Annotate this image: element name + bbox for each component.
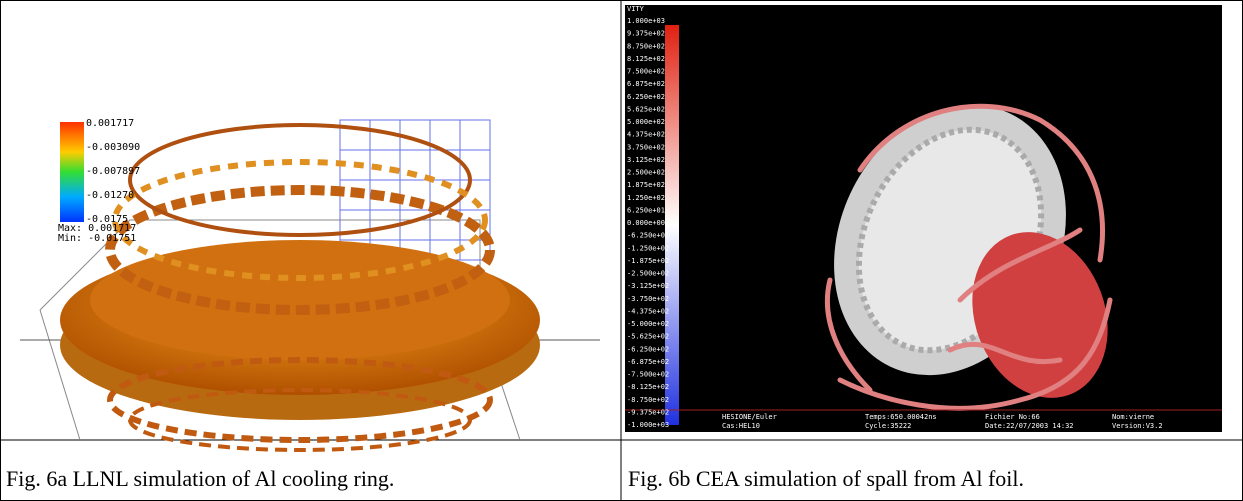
- colorbar-label: 6.250e+02: [627, 93, 665, 101]
- colorbar-label: -3.125e+02: [627, 282, 669, 290]
- colorbar-label: -7.500e+02: [627, 371, 669, 379]
- colorbar-label: 6.875e+02: [627, 80, 665, 88]
- caption-a: Fig. 6a LLNL simulation of Al cooling ri…: [6, 466, 394, 492]
- info-text: Fichier No:66: [985, 413, 1040, 421]
- info-text: Nom:vierne: [1112, 413, 1154, 421]
- colorbar-label: -6.250e+02: [627, 345, 669, 353]
- colorbar-label: -3.750e+02: [627, 295, 669, 303]
- colorbar-label: -6.875e+02: [627, 358, 669, 366]
- colorbar-label: 6.250e+01: [627, 206, 665, 214]
- colorbar-label: -8.125e+02: [627, 383, 669, 391]
- colorbar-label: 2.500e+02: [627, 169, 665, 177]
- colorbar-label: -8.750e+02: [627, 396, 669, 404]
- colorbar-label: -9.375e+02: [627, 408, 669, 416]
- info-text: Date:22/07/2003 14:32: [985, 422, 1074, 430]
- colorbar-label: -2.500e+02: [627, 270, 669, 278]
- page: 0.001717-0.003090-0.007897-0.01270-0.017…: [0, 0, 1243, 501]
- colorbar-label: 0.001717: [86, 118, 134, 129]
- info-text: HESIONE/Euler: [722, 413, 777, 421]
- colorbar-min: Min: -0.01751: [58, 233, 136, 244]
- colorbar-label: -4.375e+02: [627, 307, 669, 315]
- colorbar-label: -5.000e+02: [627, 320, 669, 328]
- colorbar-label: -5.625e+02: [627, 333, 669, 341]
- info-text: Cycle:35222: [865, 422, 911, 430]
- figure-table: 0.001717-0.003090-0.007897-0.01270-0.017…: [0, 0, 1243, 501]
- colorbar-label: -0.003090: [86, 142, 140, 153]
- colorbar-label: -6.250e+01: [627, 232, 669, 240]
- colorbar-label: 3.750e+02: [627, 143, 665, 151]
- colorbar-label: -1.875e+02: [627, 257, 669, 265]
- colorbar-label: 5.000e+02: [627, 118, 665, 126]
- info-text: Version:V3.2: [1112, 422, 1163, 430]
- colorbar-label: 0.000e+00: [627, 219, 665, 227]
- colorbar-label: -0.007897: [86, 166, 140, 177]
- info-text: Temps:650.00042ns: [865, 413, 937, 421]
- colorbar-label: 9.375e+02: [627, 30, 665, 38]
- colorbar-label: -1.250e+02: [627, 244, 669, 252]
- colorbar-label: 8.750e+02: [627, 42, 665, 50]
- info-text: Cas:HEL10: [722, 422, 760, 430]
- colorbar-label: 1.000e+03: [627, 17, 665, 25]
- variable-name: VITY: [627, 5, 645, 13]
- caption-b: Fig. 6b CEA simulation of spall from Al …: [628, 466, 1024, 492]
- colorbar-label: 7.500e+02: [627, 68, 665, 76]
- colorbar-label: -1.000e+03: [627, 421, 669, 429]
- colorbar-label: 5.625e+02: [627, 105, 665, 113]
- colorbar-label: 8.125e+02: [627, 55, 665, 63]
- colorbar-label: 1.250e+02: [627, 194, 665, 202]
- colorbar-label: 1.875e+02: [627, 181, 665, 189]
- colorbar-label: 4.375e+02: [627, 131, 665, 139]
- colorbar-label: -0.01270: [86, 190, 134, 201]
- colorbar-label: 3.125e+02: [627, 156, 665, 164]
